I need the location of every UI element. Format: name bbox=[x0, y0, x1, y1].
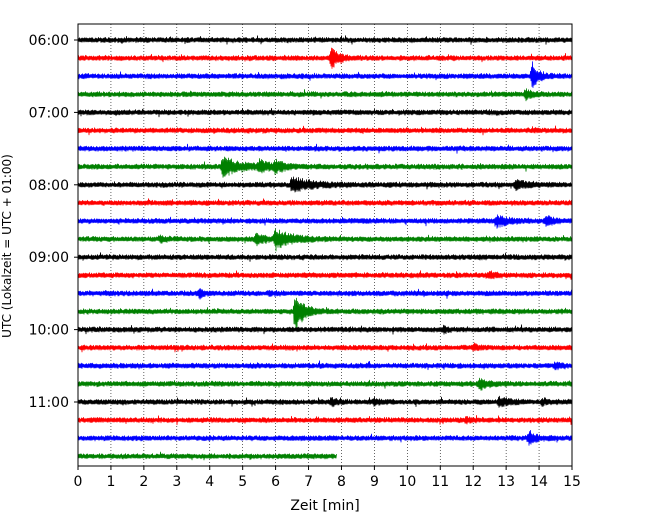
trace-row-10 bbox=[77, 214, 573, 229]
x-tick-label-8: 8 bbox=[337, 474, 346, 490]
y-tick-label-3: 09:00 bbox=[29, 250, 69, 266]
y-tick-label-5: 11:00 bbox=[29, 395, 69, 411]
trace-row-2 bbox=[77, 61, 573, 88]
y-tick-label-4: 10:00 bbox=[29, 323, 69, 339]
x-axis-label: Zeit [min] bbox=[290, 498, 359, 514]
x-tick-label-0: 0 bbox=[74, 474, 83, 490]
x-tick-label-2: 2 bbox=[139, 474, 148, 490]
trace-row-14 bbox=[77, 288, 573, 300]
x-tick-label-13: 13 bbox=[497, 474, 515, 490]
trace-row-15 bbox=[77, 297, 573, 329]
x-tick-label-3: 3 bbox=[172, 474, 181, 490]
x-tick-label-9: 9 bbox=[370, 474, 379, 490]
trace-row-4 bbox=[77, 108, 573, 118]
trace-row-5 bbox=[77, 125, 573, 136]
seismogram-traces bbox=[77, 35, 573, 461]
plot-frame bbox=[77, 23, 573, 467]
x-tick-label-5: 5 bbox=[238, 474, 247, 490]
trace-row-11 bbox=[77, 228, 573, 252]
y-axis-label: UTC (Lokalzeit = UTC + 01:00) bbox=[0, 154, 14, 338]
x-tick-label-6: 6 bbox=[271, 474, 280, 490]
trace-row-1 bbox=[77, 47, 573, 69]
trace-row-12 bbox=[77, 252, 573, 262]
x-tick-label-4: 4 bbox=[205, 474, 214, 490]
trace-row-23 bbox=[77, 451, 337, 461]
y-axis-ticks: 06:00 07:00 08:00 09:00 10:00 11:00 bbox=[29, 33, 78, 411]
x-tick-label-12: 12 bbox=[464, 474, 482, 490]
trace-row-9 bbox=[77, 198, 573, 207]
trace-row-3 bbox=[77, 88, 573, 102]
trace-row-19 bbox=[77, 377, 573, 391]
trace-row-17 bbox=[77, 342, 573, 353]
trace-row-7 bbox=[77, 156, 573, 178]
x-tick-label-1: 1 bbox=[106, 474, 115, 490]
x-tick-label-15: 15 bbox=[563, 474, 581, 490]
x-tick-label-7: 7 bbox=[304, 474, 313, 490]
x-tick-label-14: 14 bbox=[530, 474, 548, 490]
y-tick-label-2: 08:00 bbox=[29, 178, 69, 194]
trace-row-18 bbox=[77, 360, 573, 371]
y-tick-label-0: 06:00 bbox=[29, 33, 69, 49]
trace-row-13 bbox=[77, 270, 573, 280]
trace-row-0 bbox=[77, 35, 573, 45]
trace-row-16 bbox=[77, 324, 573, 335]
x-axis-ticks: 0 1 2 3 4 5 6 7 8 9 10 11 12 13 14 15 bbox=[74, 466, 581, 490]
trace-row-22 bbox=[77, 430, 573, 446]
trace-row-20 bbox=[77, 395, 573, 408]
x-tick-label-10: 10 bbox=[398, 474, 416, 490]
y-tick-label-1: 07:00 bbox=[29, 105, 69, 121]
trace-row-6 bbox=[77, 143, 573, 154]
trace-row-21 bbox=[77, 415, 573, 426]
trace-row-8 bbox=[77, 176, 573, 193]
x-tick-label-11: 11 bbox=[431, 474, 449, 490]
